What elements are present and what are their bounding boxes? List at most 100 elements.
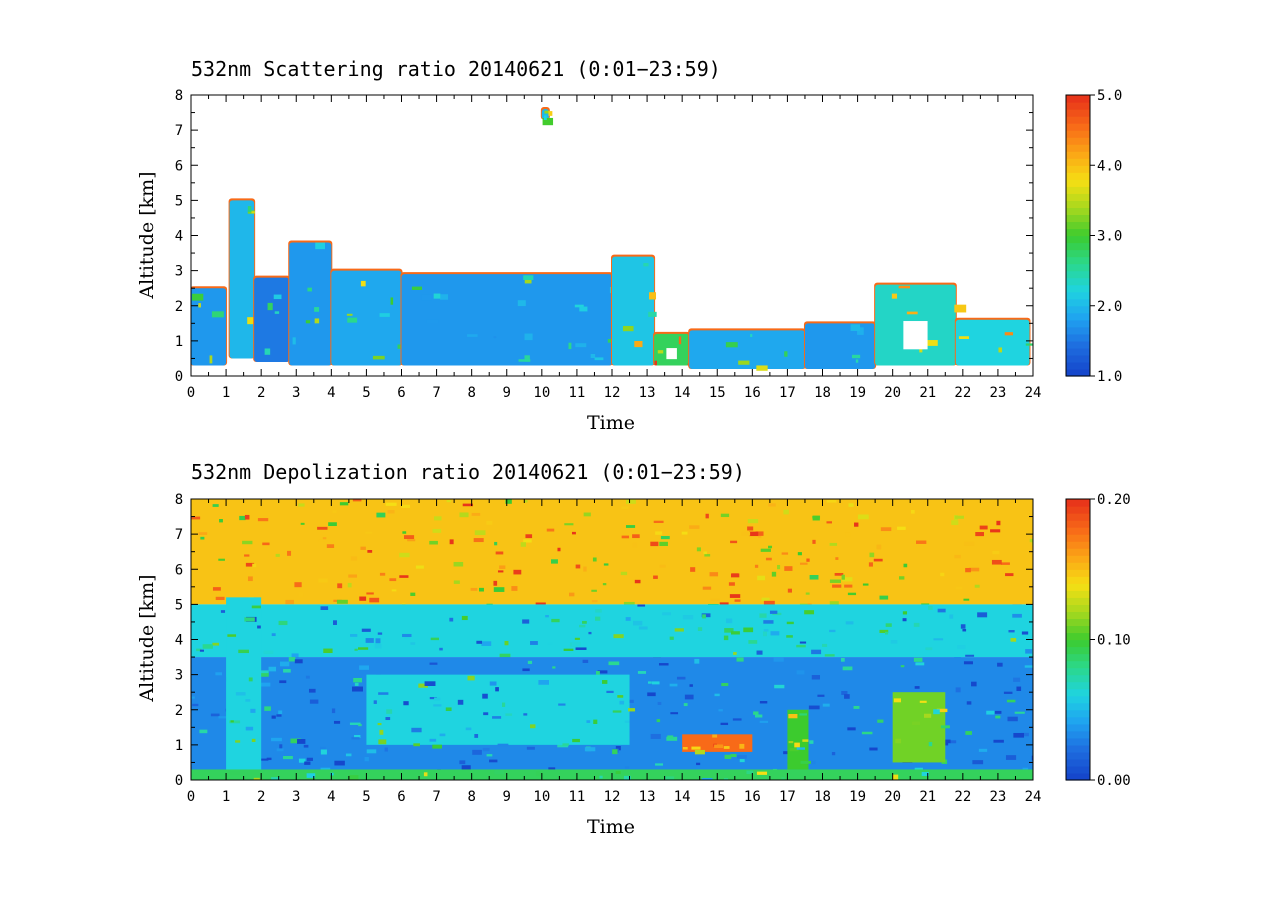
depol-speckle: [495, 551, 504, 555]
depol-speckle: [731, 573, 740, 578]
depol-speckle: [940, 725, 950, 729]
cloud-texture: [622, 325, 634, 332]
depol-speckle: [845, 532, 851, 537]
depol-speckle: [593, 719, 598, 724]
colorbar-swatch: [1066, 137, 1090, 145]
colorbar-swatch: [1066, 333, 1090, 342]
cloud-body: [254, 277, 290, 362]
colorbar-swatch: [1066, 319, 1090, 328]
depol-speckle: [591, 589, 597, 592]
depol-speckle: [406, 606, 411, 610]
depol-speckle: [384, 747, 388, 752]
depol-speckle: [730, 540, 738, 544]
depol-speckle: [583, 566, 587, 572]
depol-speckle: [257, 625, 261, 629]
depol-speckle: [799, 641, 807, 644]
x-tick-label: 5: [362, 789, 370, 805]
y-tick-label: 0: [175, 369, 183, 385]
colorbar-swatch: [1066, 541, 1090, 549]
depol-speckle: [885, 631, 889, 635]
depol-speckle: [848, 503, 854, 507]
depol-speckle: [401, 504, 411, 508]
depol-speckle: [955, 515, 964, 519]
depol-speckle: [297, 739, 306, 744]
colorbar-swatch: [1066, 242, 1090, 251]
depol-speckle: [822, 703, 830, 707]
depol-speckle: [960, 624, 966, 629]
depol-speckle: [449, 617, 454, 622]
depol-speckle: [664, 776, 675, 780]
cloud-texture: [315, 242, 325, 250]
depol-speckle: [592, 557, 597, 562]
depol-speckle: [763, 631, 767, 637]
depol-speckle: [595, 609, 602, 613]
depol-speckle: [797, 552, 802, 556]
depol-speckle: [728, 582, 735, 586]
depol-speckle: [756, 771, 768, 775]
depol-speckle: [829, 601, 839, 605]
colorbar-tick-label: 1.0: [1097, 369, 1122, 385]
depol-speckle: [305, 675, 310, 679]
depol-speckle: [1021, 631, 1029, 635]
depol-speckle: [723, 778, 729, 780]
depol-speckle: [582, 620, 587, 624]
depol-speckle: [761, 597, 770, 601]
depol-speckle: [768, 545, 773, 549]
depol-speckle: [366, 749, 377, 754]
depol-speckle: [298, 592, 304, 597]
depol-speckle: [746, 770, 754, 775]
depol-speckle: [647, 692, 656, 697]
cloud-texture: [314, 318, 320, 324]
depol-speckle: [747, 519, 759, 524]
colorbar-swatch: [1066, 102, 1090, 110]
depol-speckle: [781, 777, 785, 780]
depol-speckle: [754, 564, 759, 568]
depol-speckle: [244, 554, 250, 557]
depol-speckle: [681, 531, 688, 535]
depol-speckle: [260, 671, 269, 677]
depol-speckle: [433, 704, 442, 707]
depol-speckle: [522, 668, 530, 672]
depol-speckle: [612, 710, 622, 713]
depol-speckle: [763, 600, 775, 605]
depol-speckle: [783, 509, 789, 515]
depol-speckle: [385, 717, 391, 721]
depol-speckle: [802, 739, 809, 742]
depol-speckle: [251, 738, 256, 742]
depol-speckle: [763, 620, 774, 624]
x-tick-label: 10: [533, 789, 550, 805]
depol-speckle: [486, 520, 493, 525]
depol-speckle: [659, 541, 668, 547]
x-tick-label: 11: [568, 385, 585, 401]
depol-region: [226, 597, 262, 773]
colorbar-swatch: [1066, 312, 1090, 321]
colorbar-swatch: [1066, 583, 1090, 591]
depol-speckle: [720, 513, 730, 518]
depol-speckle: [403, 701, 409, 706]
depol-speckle: [892, 774, 899, 780]
depol-speckle: [978, 748, 988, 752]
depol-speckle: [492, 716, 502, 719]
depol-speckle: [429, 738, 437, 742]
x-tick-label: 14: [674, 789, 691, 805]
cloud-texture: [906, 311, 918, 315]
depol-speckle: [470, 587, 478, 591]
depol-speckle: [965, 567, 971, 573]
cloud-body: [289, 242, 332, 366]
scattering-ratio-panel: 532nm Scattering ratio 20140621 (0:01−23…: [136, 57, 1122, 434]
depol-speckle: [841, 574, 845, 580]
depol-speckle: [913, 622, 920, 627]
depol-speckle: [446, 500, 451, 503]
depol-speckle: [1001, 562, 1010, 565]
depol-speckle: [637, 604, 646, 607]
depol-speckle: [424, 681, 436, 687]
depol-speckle: [290, 738, 302, 744]
colorbar-swatch: [1066, 548, 1090, 556]
depol-speckle: [719, 602, 729, 606]
depol-speckle: [551, 559, 558, 564]
colorbar-swatch: [1066, 249, 1090, 258]
depol-speckle: [268, 666, 277, 672]
depol-speckle: [557, 547, 561, 552]
depol-speckle: [523, 539, 532, 543]
colorbar-swatch: [1066, 200, 1090, 208]
